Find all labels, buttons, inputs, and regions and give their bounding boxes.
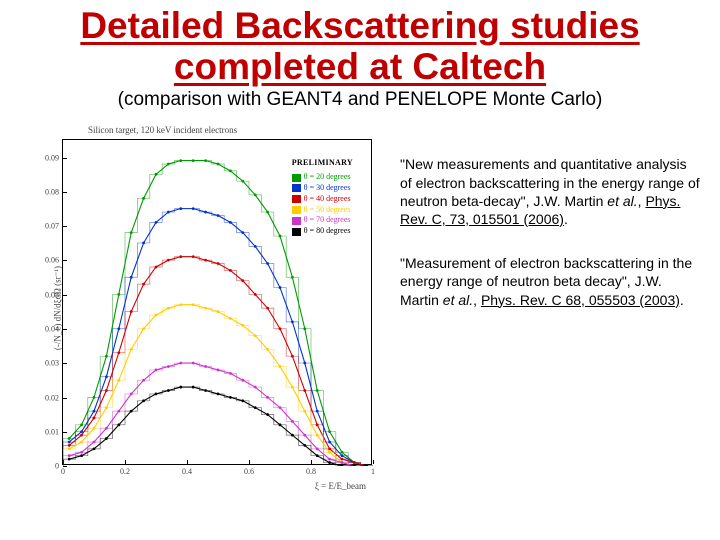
y-tick-label: 0.04 — [45, 325, 63, 334]
chart-top-label: Silicon target, 120 keV incident electro… — [88, 125, 237, 135]
reference-1: "New measurements and quantitative analy… — [400, 155, 702, 228]
y-tick-label: 0.08 — [45, 187, 63, 196]
y-tick-label: 0.01 — [45, 428, 63, 437]
ref1-period: . — [564, 211, 568, 227]
ref2-etal: et al. — [443, 292, 473, 308]
y-tick-label: 0.05 — [45, 290, 63, 299]
y-tick-label: 0.03 — [45, 359, 63, 368]
plot-area: PRELIMINARY θ = 20 degreesθ = 30 degrees… — [62, 139, 372, 465]
ref2-period: . — [680, 292, 684, 308]
chart-container: Silicon target, 120 keV incident electro… — [18, 123, 388, 493]
y-tick-label: 0.06 — [45, 256, 63, 265]
y-tick-label: 0.09 — [45, 153, 63, 162]
page-title: Detailed Backscattering studies complete… — [0, 0, 720, 87]
page-subtitle: (comparison with GEANT4 and PENELOPE Mon… — [0, 89, 720, 111]
reference-2: "Measurement of electron backscattering … — [400, 254, 702, 309]
chart-svg — [63, 140, 373, 466]
references-column: "New measurements and quantitative analy… — [400, 123, 702, 334]
y-tick-label: 0.07 — [45, 222, 63, 231]
ref2-sep: , — [473, 292, 481, 308]
y-tick-label: 0.02 — [45, 393, 63, 402]
ref2-citation: Phys. Rev. C 68, 055503 (2003) — [481, 292, 680, 308]
ref1-etal: et al. — [607, 193, 637, 209]
content-row: Silicon target, 120 keV incident electro… — [0, 111, 720, 493]
chart-x-axis-label: ξ = E/E_beam — [315, 481, 366, 491]
